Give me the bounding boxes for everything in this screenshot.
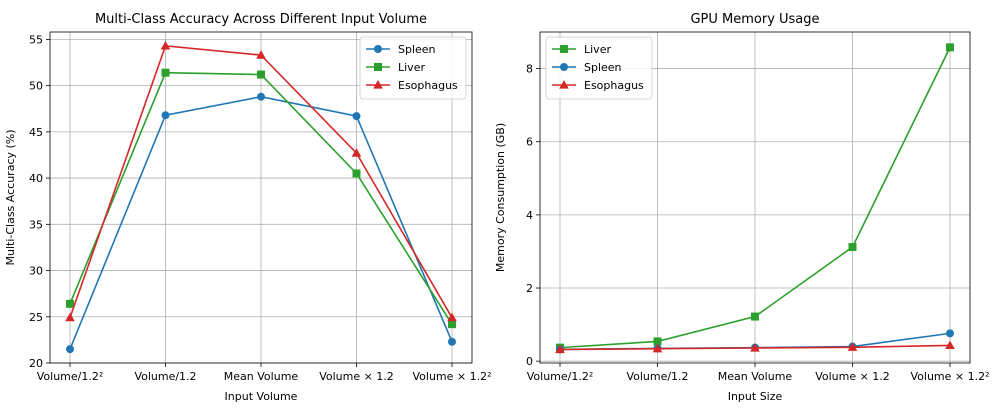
right-y-tick-label: 6 [526, 136, 533, 149]
left-legend: Spleen Liver Esophagus [359, 36, 467, 100]
right-legend-label-spleen: Spleen [584, 61, 622, 74]
left-data-point-spleen [66, 345, 74, 354]
left-y-tick-label: 40 [29, 172, 43, 185]
left-x-axis-label: Input Volume [225, 390, 298, 403]
left-x-tick-label: Volume × 1.2² [412, 370, 491, 383]
left-legend-swatch-marker [373, 80, 383, 89]
left-data-point-esophagus [160, 40, 171, 50]
left-y-tick-label: 35 [29, 218, 43, 231]
left-legend-box [359, 36, 467, 100]
left-chart-title: Multi-Class Accuracy Across Different In… [95, 12, 427, 27]
left-x-tick-label: Volume × 1.2 [319, 370, 394, 383]
left-data-point-esophagus [447, 312, 457, 322]
right-chart-title: GPU Memory Usage [690, 12, 819, 27]
right-data-point-liver [653, 337, 662, 346]
left-legend-label-esophagus: Esophagus [398, 79, 458, 92]
left-y-tick-label: 25 [29, 311, 43, 324]
right-data-point-liver [751, 312, 759, 321]
right-x-axis-label: Input Size [728, 390, 783, 403]
left-legend-label-spleen: Spleen [398, 43, 436, 56]
left-x-tick-label: Volume/1.2² [37, 370, 104, 383]
right-y-tick-label: 2 [526, 282, 533, 295]
right-legend-swatch-marker [559, 80, 569, 89]
left-y-tick-label: 55 [29, 33, 43, 46]
right-data-point-esophagus [652, 343, 663, 353]
right-data-point-liver [848, 243, 857, 252]
left-y-tick-label: 20 [29, 357, 43, 370]
right-legend-label-liver: Liver [584, 43, 611, 56]
left-data-point-esophagus [351, 148, 362, 157]
right-x-tick-label: Volume × 1.2 [815, 370, 890, 383]
left-data-point-spleen [161, 111, 170, 120]
left-x-tick-label: Volume/1.2 [134, 370, 196, 383]
left-y-tick-label: 30 [29, 265, 43, 278]
right-legend-box [545, 36, 653, 100]
right-y-tick-label: 4 [526, 209, 533, 222]
left-y-axis-label: Multi-Class Accuracy (%) [4, 129, 17, 265]
right-legend: Liver Spleen Esophagus [545, 36, 653, 100]
right-data-point-esophagus [750, 343, 760, 352]
right-legend-swatch-marker [560, 45, 568, 53]
right-y-axis-label: Memory Consumption (GB) [494, 123, 507, 272]
right-data-point-esophagus [945, 340, 955, 350]
left-y-tick-label: 45 [29, 126, 43, 139]
right-legend-label-esophagus: Esophagus [584, 79, 644, 92]
left-chart: Volume/1.2² Volume/1.2 Mean Volume Volume ×… [4, 12, 492, 403]
left-data-point-liver [161, 68, 170, 77]
left-legend-swatch-marker [374, 45, 382, 53]
left-data-point-esophagus [65, 312, 75, 322]
right-x-tick-label: Volume × 1.2² [910, 370, 989, 383]
right-legend-swatch-marker [560, 63, 568, 71]
right-y-tick-label: 8 [526, 63, 533, 76]
left-data-point-spleen [352, 112, 361, 121]
left-data-point-spleen [448, 337, 456, 346]
left-x-tick-label: Mean Volume [224, 370, 299, 383]
right-x-tick-label: Volume/1.2² [527, 370, 594, 383]
left-y-tick-label: 50 [29, 80, 43, 93]
right-data-point-esophagus [847, 342, 858, 351]
right-x-tick-label: Volume/1.2 [626, 370, 688, 383]
left-data-point-spleen [257, 92, 265, 101]
right-y-tick-label: 0 [526, 355, 533, 368]
left-data-point-liver [352, 169, 361, 178]
left-legend-swatch-marker [374, 63, 382, 71]
right-x-tick-label: Mean Volume [718, 370, 793, 383]
right-data-point-spleen [946, 329, 954, 338]
right-data-point-esophagus [555, 344, 565, 354]
left-legend-label-liver: Liver [398, 61, 425, 74]
right-chart: Volume/1.2² Volume/1.2 Mean Volume Volume ×… [494, 12, 990, 403]
left-data-point-liver [257, 70, 265, 79]
left-data-point-liver [448, 320, 456, 329]
left-data-point-liver [66, 299, 74, 308]
right-data-point-liver [946, 43, 954, 52]
left-data-point-esophagus [256, 50, 266, 59]
